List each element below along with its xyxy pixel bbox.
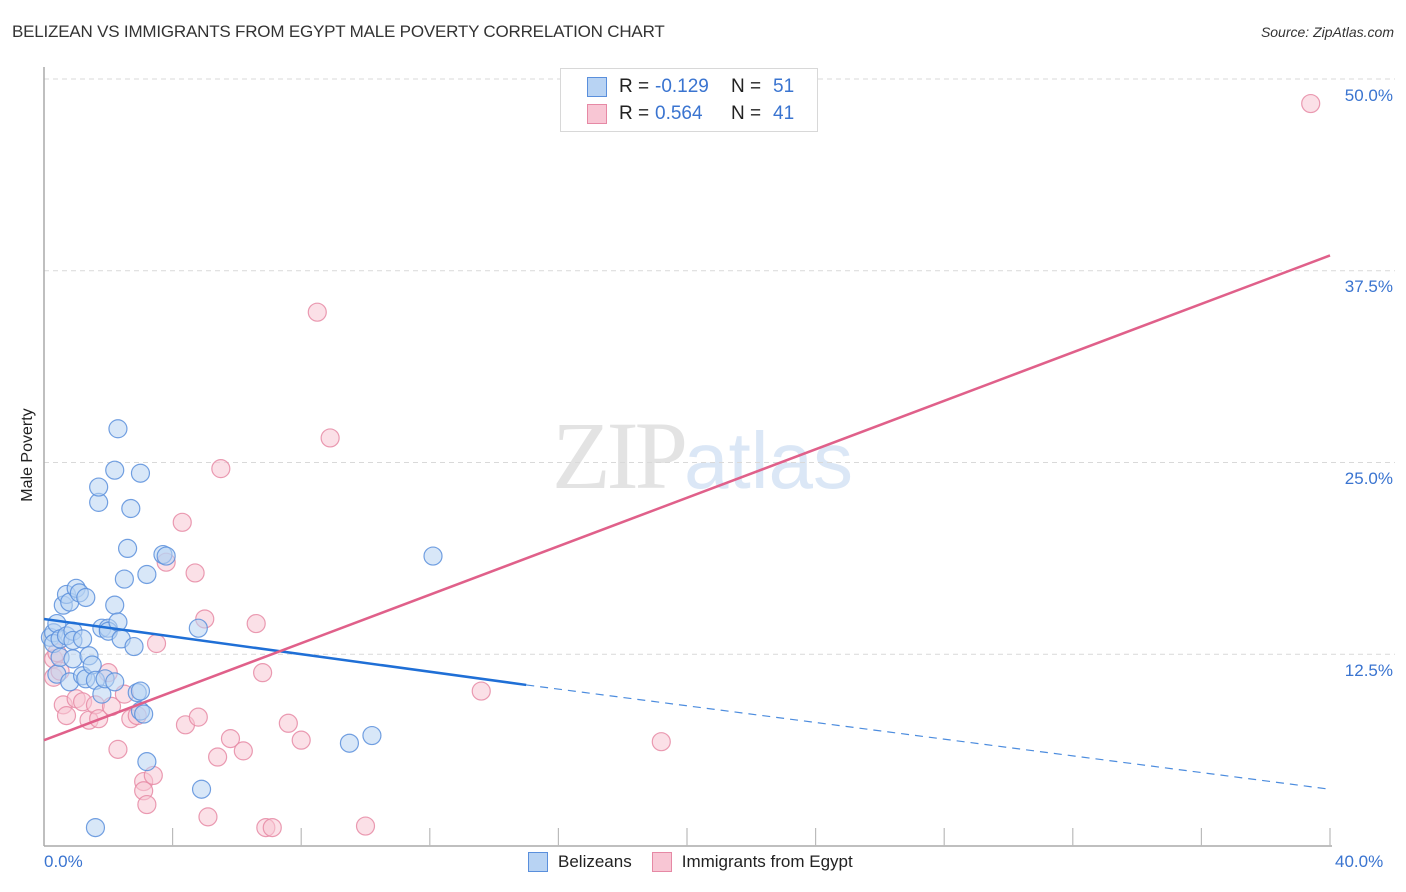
data-point <box>105 595 125 615</box>
axes <box>43 67 1332 847</box>
data-point <box>1301 93 1321 114</box>
data-point <box>208 747 228 767</box>
data-point <box>156 546 176 566</box>
watermark-zip: ZIP <box>552 402 688 509</box>
zipatlas-watermark: ZIPatlas <box>552 400 853 511</box>
data-point <box>114 569 134 589</box>
data-point <box>108 419 128 439</box>
y-tick-12-5: 12.5% <box>1344 661 1393 680</box>
n-value: 41 <box>773 103 795 124</box>
data-point <box>188 618 208 638</box>
data-point <box>188 707 208 727</box>
belizeans-points <box>40 419 443 838</box>
legend-row-belizeans: R = -0.129 N = 51 <box>587 74 794 100</box>
correlation-legend: R = -0.129 N = 51 R = 0.564 N = 41 <box>560 68 818 132</box>
data-point <box>121 498 141 519</box>
data-point <box>172 512 192 532</box>
egypt-swatch <box>651 852 672 872</box>
trend-lines <box>43 254 1331 790</box>
legend-label: Immigrants from Egypt <box>681 852 853 871</box>
legend-item-belizeans[interactable]: Belizeans <box>528 852 632 872</box>
egypt-points <box>44 93 1321 838</box>
y-tick-37-5: 37.5% <box>1344 277 1393 296</box>
n-label: N = <box>731 103 762 124</box>
data-point <box>146 633 167 654</box>
data-point <box>278 713 298 733</box>
data-point <box>72 629 93 649</box>
data-point <box>423 546 443 566</box>
y-tick-25: 25.0% <box>1344 469 1393 488</box>
data-point <box>191 779 212 799</box>
data-point <box>471 681 491 701</box>
watermark-atlas: atlas <box>684 416 853 505</box>
n-label: N = <box>731 76 762 97</box>
data-point <box>124 636 144 657</box>
source-label: Source: ZipAtlas.com <box>1260 24 1394 40</box>
data-point <box>246 613 266 634</box>
legend-item-egypt[interactable]: Immigrants from Egypt <box>651 852 853 872</box>
belizeans-trend-extrapolation <box>526 684 1331 790</box>
data-point <box>320 428 340 448</box>
data-point <box>130 681 151 701</box>
data-point <box>291 730 311 750</box>
y-axis-label: Male Poverty <box>19 408 36 502</box>
data-point <box>198 807 218 827</box>
data-point <box>220 729 241 749</box>
data-point <box>307 302 327 322</box>
n-value: 51 <box>773 76 795 97</box>
r-value: 0.564 <box>655 103 703 124</box>
series-legend: Belizeans Immigrants from Egypt <box>528 852 873 872</box>
legend-label: Belizeans <box>558 852 632 871</box>
legend-row-egypt: R = 0.564 N = 41 <box>587 101 794 127</box>
chart-title: BELIZEAN VS IMMIGRANTS FROM EGYPT MALE P… <box>12 22 665 41</box>
data-point <box>355 816 376 836</box>
data-point <box>651 732 671 752</box>
r-label: R = <box>619 76 650 97</box>
data-point <box>130 463 151 483</box>
egypt-trend-line <box>43 254 1331 742</box>
data-point <box>134 704 154 724</box>
data-point <box>56 706 77 726</box>
egypt-swatch <box>587 104 607 124</box>
data-point <box>137 564 157 585</box>
data-point <box>362 725 382 746</box>
belizeans-trend-line <box>43 617 527 687</box>
belizeans-swatch <box>528 852 548 872</box>
data-point <box>117 538 138 559</box>
data-point <box>137 794 157 815</box>
x-tick-0: 0.0% <box>44 852 83 871</box>
data-point <box>233 741 253 761</box>
x-tick-40: 40.0% <box>1335 852 1384 871</box>
y-tick-50: 50.0% <box>1344 86 1393 105</box>
data-point <box>105 672 125 692</box>
data-point <box>253 663 273 683</box>
r-label: R = <box>619 103 650 124</box>
data-point <box>137 752 157 772</box>
data-point <box>85 817 106 838</box>
data-point <box>76 587 96 608</box>
data-point <box>63 649 83 669</box>
data-point <box>89 477 109 497</box>
r-value: -0.129 <box>655 76 709 97</box>
data-point <box>185 563 205 583</box>
data-point <box>105 460 125 480</box>
data-point <box>339 733 360 753</box>
data-point <box>211 459 231 479</box>
data-point <box>262 817 282 838</box>
gridlines <box>44 78 1395 655</box>
data-point <box>108 739 128 759</box>
belizeans-swatch <box>587 77 607 97</box>
